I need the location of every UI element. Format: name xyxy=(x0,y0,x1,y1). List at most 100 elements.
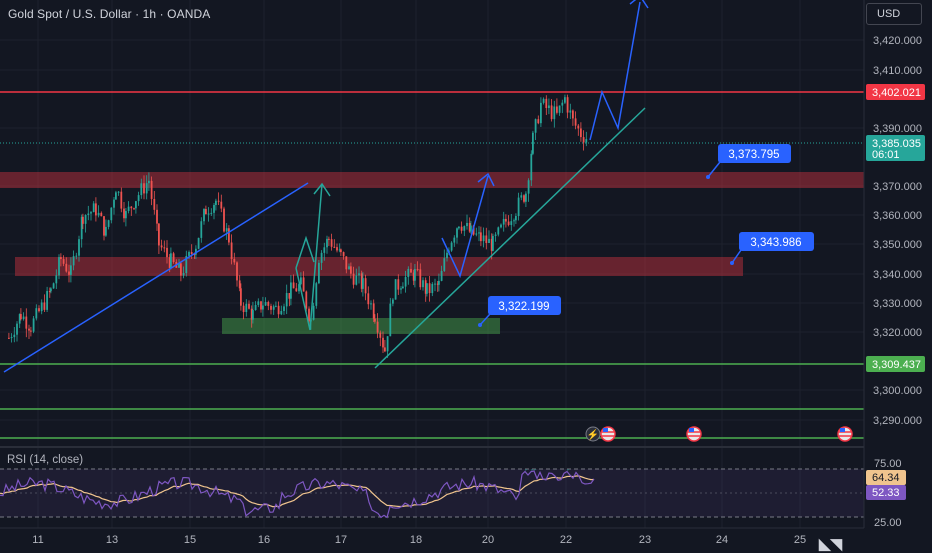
trendline-ascending[interactable] xyxy=(374,107,646,369)
callout-middle[interactable]: 3,343.986 xyxy=(730,232,814,265)
candle-body xyxy=(450,242,453,251)
candle-body xyxy=(18,314,21,324)
candle-body xyxy=(431,283,434,294)
candle-body xyxy=(585,139,588,143)
callout-top[interactable]: 3,373.795 xyxy=(706,144,791,179)
current-price-label: 3,385.035 06:01 xyxy=(866,135,925,161)
candle-body xyxy=(254,304,257,311)
candle-body xyxy=(505,218,507,222)
time-label: 13 xyxy=(106,534,118,546)
lightning-event-icon[interactable]: ⚡ xyxy=(585,426,601,442)
candle-body xyxy=(580,128,582,138)
svg-text:3,385.035: 3,385.035 xyxy=(872,138,921,150)
candle-body xyxy=(527,180,530,194)
candle-body xyxy=(419,269,422,288)
us-flag-event-icon-2[interactable] xyxy=(686,426,702,442)
candle-body xyxy=(110,207,113,221)
candle-body xyxy=(352,273,355,285)
price-tick: 3,420.000 xyxy=(873,35,922,47)
candle-body xyxy=(374,318,376,322)
candle-body xyxy=(137,195,140,202)
rsi-title[interactable]: RSI (14, close) xyxy=(7,454,84,466)
candle-body xyxy=(163,247,166,249)
time-label: 16 xyxy=(258,534,270,546)
candle-body xyxy=(436,283,439,285)
projection-path-teal[interactable] xyxy=(295,183,323,331)
candle-body xyxy=(92,203,95,213)
price-axis[interactable] xyxy=(864,0,932,528)
candle-body xyxy=(488,238,490,243)
candle-body xyxy=(515,216,517,221)
candle-body xyxy=(264,302,267,306)
candle-body xyxy=(252,310,254,320)
candle-body xyxy=(456,228,458,238)
candle-body xyxy=(120,191,123,209)
resistance-zone-upper[interactable] xyxy=(0,172,864,188)
candle-body xyxy=(166,247,168,258)
price-tick: 3,360.000 xyxy=(873,210,922,222)
candle-body xyxy=(125,211,127,219)
candle-body xyxy=(468,222,471,232)
time-label: 18 xyxy=(410,534,422,546)
price-tick: 3,290.000 xyxy=(873,415,922,427)
time-label: 25 xyxy=(794,534,806,546)
candle-body xyxy=(203,209,205,222)
callout-low-label: 3,322.199 xyxy=(498,301,549,313)
candle-body xyxy=(272,306,275,310)
projection-path-blue-2[interactable] xyxy=(589,1,641,141)
candle-body xyxy=(438,280,440,285)
candle-body xyxy=(330,239,333,247)
candle-body xyxy=(556,106,558,113)
candle-body xyxy=(193,254,196,256)
candle-body xyxy=(270,305,272,310)
candle-body xyxy=(43,302,46,310)
candle-body xyxy=(422,280,424,288)
svg-text:3,309.437: 3,309.437 xyxy=(872,359,921,371)
svg-text:3,402.021: 3,402.021 xyxy=(872,87,921,99)
candle-body xyxy=(345,256,348,270)
candle-body xyxy=(16,323,18,335)
candle-body xyxy=(355,275,358,285)
candle-body xyxy=(248,303,250,309)
us-flag-event-icon[interactable] xyxy=(600,426,616,442)
candle-body xyxy=(545,98,548,109)
bar-countdown: 06:01 xyxy=(872,149,900,161)
candle-body xyxy=(135,201,137,209)
projection-path-teal-2 xyxy=(295,235,315,269)
candle-body xyxy=(532,132,534,154)
candle-body xyxy=(466,222,468,227)
candle-body xyxy=(326,238,328,248)
candle-body xyxy=(340,249,342,253)
candle-body xyxy=(394,279,397,300)
trendline-left[interactable] xyxy=(3,182,309,373)
projection-path-blue-1[interactable] xyxy=(441,175,489,279)
callout-top-label: 3,373.795 xyxy=(728,149,779,161)
candle-body xyxy=(460,226,463,231)
time-axis[interactable] xyxy=(0,528,864,550)
candle-body xyxy=(370,303,372,305)
resistance-zone-middle[interactable] xyxy=(15,257,743,276)
candle-body xyxy=(292,282,295,289)
time-label: 15 xyxy=(184,534,196,546)
candle-body xyxy=(30,330,32,332)
candle-body xyxy=(336,247,338,251)
callout-low[interactable]: 3,322.199 xyxy=(478,296,561,327)
candle-body xyxy=(362,278,364,289)
candle-body xyxy=(52,283,55,289)
candle-body xyxy=(288,293,291,299)
candle-body xyxy=(117,191,120,193)
candle-body xyxy=(443,258,446,271)
symbol-title[interactable]: Gold Spot / U.S. Dollar · 1h · OANDA xyxy=(8,7,211,21)
candle-body xyxy=(569,110,572,113)
candle-body xyxy=(238,280,241,289)
us-flag-event-icon-3[interactable] xyxy=(837,426,853,442)
support-zone-low[interactable] xyxy=(222,318,500,334)
currency-button[interactable]: USD xyxy=(866,3,922,25)
candle-body xyxy=(350,266,352,274)
rsi-ma-value-label: 52.33 xyxy=(872,487,900,499)
candle-body xyxy=(197,237,200,249)
candle-body xyxy=(400,288,402,290)
candle-body xyxy=(492,235,494,251)
